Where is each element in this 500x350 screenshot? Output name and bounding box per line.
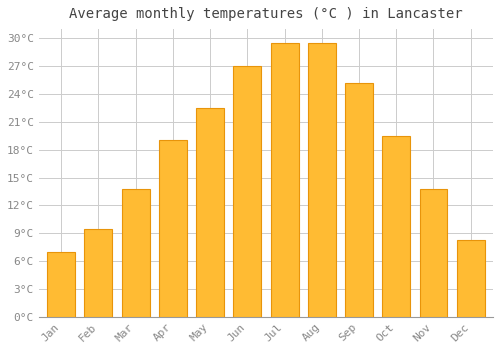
Bar [196, 108, 224, 317]
Bar [457, 240, 484, 317]
Bar [270, 43, 298, 317]
Bar [84, 229, 112, 317]
Bar [382, 136, 410, 317]
Title: Average monthly temperatures (°C ) in Lancaster: Average monthly temperatures (°C ) in La… [69, 7, 462, 21]
Bar [420, 189, 448, 317]
Bar [47, 252, 75, 317]
Bar [159, 140, 187, 317]
Bar [122, 189, 150, 317]
Bar [308, 43, 336, 317]
Bar [345, 83, 373, 317]
Bar [234, 66, 262, 317]
